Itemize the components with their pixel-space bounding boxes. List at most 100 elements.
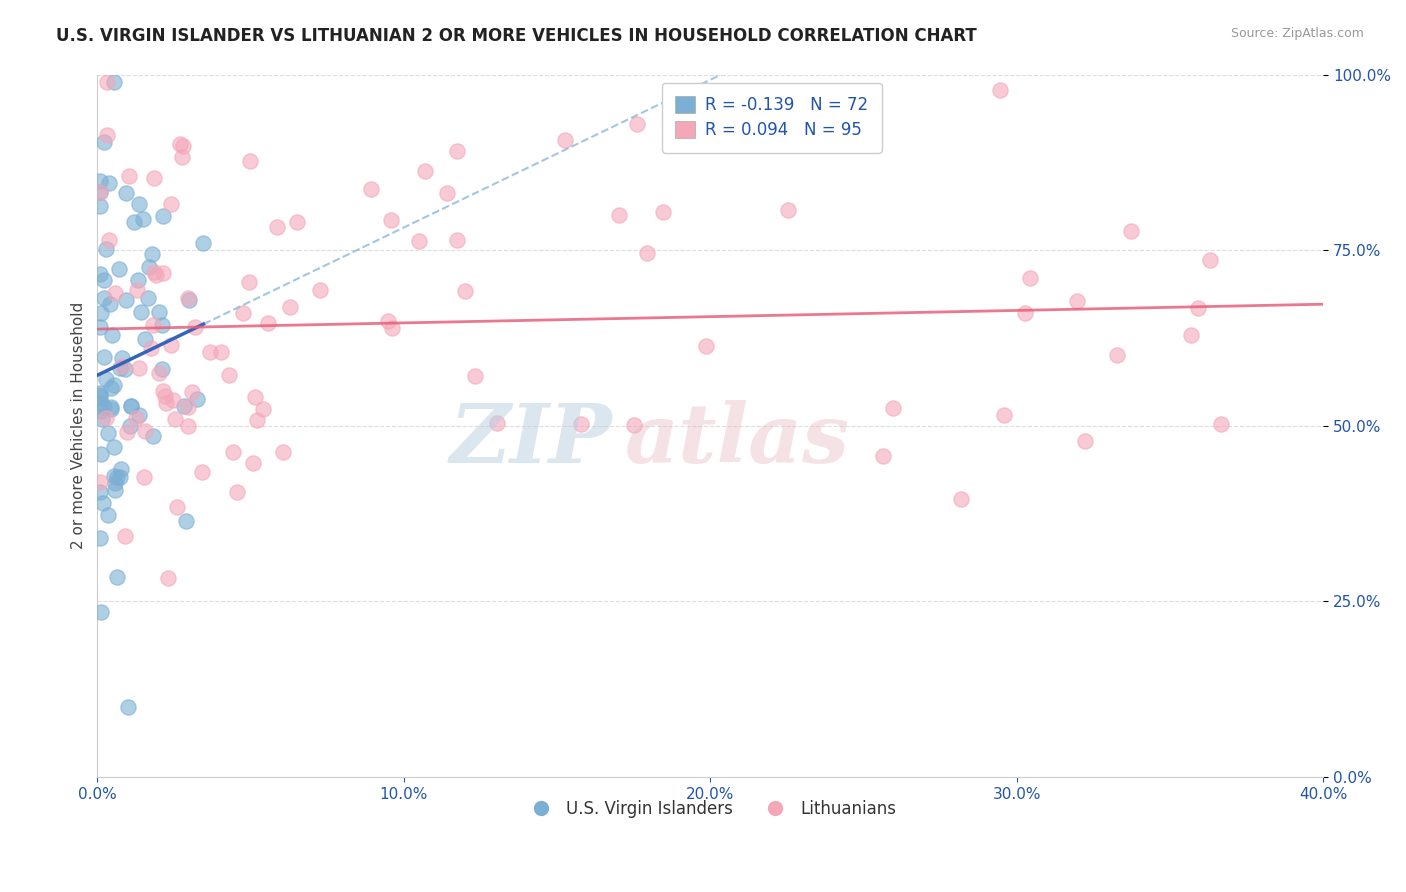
Point (96, 74, 118, 88)
Point (93, 351, 115, 365)
Text: U.S. VIRGIN ISLANDER VS LITHUANIAN 2 OR MORE VEHICLES IN HOUSEHOLD CORRELATION C: U.S. VIRGIN ISLANDER VS LITHUANIAN 2 OR … (56, 27, 977, 45)
Point (486, 417, 509, 431)
Point (97, 508, 120, 522)
Point (1199, 253, 1222, 268)
Point (1187, 301, 1209, 315)
Point (266, 219, 288, 234)
Point (636, 245, 658, 260)
Point (105, 470, 128, 484)
Point (239, 153, 262, 168)
Point (114, 361, 136, 376)
Point (128, 197, 150, 211)
Point (436, 186, 458, 201)
Point (408, 234, 430, 248)
Point (89, 388, 111, 402)
Point (93, 272, 115, 286)
Point (110, 462, 132, 476)
Point (115, 425, 138, 439)
Point (607, 208, 630, 222)
Point (134, 332, 156, 346)
Point (89, 320, 111, 334)
Point (166, 500, 188, 514)
Point (446, 233, 468, 247)
Point (377, 314, 399, 328)
Point (94, 242, 117, 256)
Point (120, 399, 142, 413)
Point (160, 338, 183, 352)
Point (172, 139, 194, 153)
Point (103, 377, 125, 392)
Point (114, 293, 136, 307)
Point (150, 318, 173, 332)
Point (124, 410, 146, 425)
Point (177, 293, 200, 307)
Point (209, 344, 232, 359)
Point (1180, 328, 1202, 343)
Point (134, 425, 156, 439)
Text: Source: ZipAtlas.com: Source: ZipAtlas.com (1230, 27, 1364, 40)
Point (172, 150, 194, 164)
Point (148, 304, 170, 318)
Point (271, 445, 294, 459)
Point (193, 235, 215, 250)
Point (97, 425, 120, 440)
Point (103, 74, 125, 88)
Point (120, 419, 142, 434)
Point (98, 233, 121, 247)
Point (124, 214, 146, 228)
Point (89, 174, 111, 188)
Point (91, 496, 114, 510)
Point (160, 196, 183, 211)
Point (89, 267, 111, 281)
Point (93, 291, 115, 305)
Point (232, 306, 254, 320)
Point (186, 392, 208, 406)
Point (145, 268, 167, 283)
Point (190, 465, 212, 479)
Point (142, 429, 165, 443)
Point (90, 412, 112, 426)
Point (141, 246, 163, 260)
Point (623, 417, 645, 432)
Point (90, 605, 112, 619)
Point (993, 409, 1015, 423)
Point (157, 571, 180, 585)
Point (285, 214, 308, 228)
Point (108, 469, 131, 483)
Point (100, 381, 122, 395)
Point (101, 328, 124, 343)
Point (415, 163, 437, 178)
Point (652, 205, 675, 219)
Point (177, 292, 200, 306)
Point (163, 411, 186, 425)
Point (155, 396, 177, 410)
Point (242, 456, 264, 470)
Point (278, 300, 301, 314)
Point (90, 396, 112, 410)
Point (120, 399, 142, 413)
Point (104, 476, 127, 491)
Point (152, 209, 174, 223)
Point (103, 483, 125, 497)
Point (238, 275, 260, 289)
Point (93, 400, 115, 414)
Point (173, 399, 195, 413)
Point (103, 440, 125, 454)
Point (222, 445, 245, 459)
Point (131, 212, 153, 227)
Point (108, 361, 131, 376)
Point (89, 198, 111, 212)
Point (1211, 417, 1233, 432)
Point (100, 401, 122, 416)
Point (94, 372, 117, 386)
Point (96, 128, 118, 142)
Point (148, 366, 170, 380)
Point (776, 203, 799, 218)
Point (97, 176, 120, 190)
Point (554, 133, 576, 147)
Point (454, 285, 477, 299)
Point (143, 265, 166, 279)
Point (246, 413, 269, 427)
Point (89, 475, 111, 490)
Point (1066, 293, 1088, 308)
